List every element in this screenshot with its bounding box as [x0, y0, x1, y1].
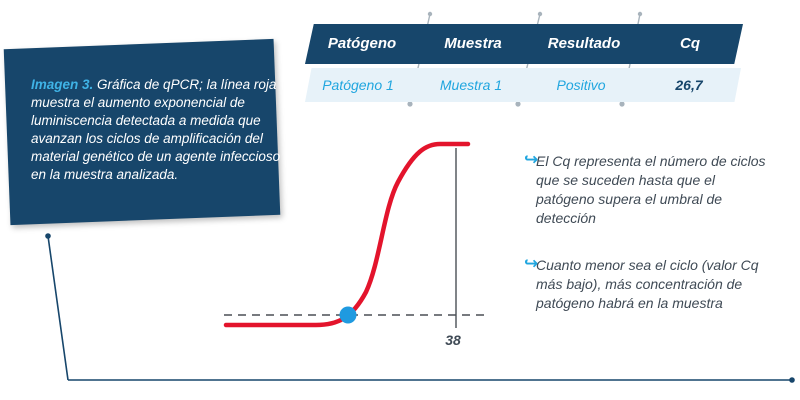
note-cq-concentration: Cuanto menor sea el ciclo (valor Cq más … — [536, 257, 759, 311]
table-row — [305, 68, 741, 102]
figure-caption-text: Gráfica de qPCR; la línea roja muestra e… — [31, 77, 281, 182]
figure-caption: Imagen 3. Gráfica de qPCR; la línea roja… — [31, 76, 281, 184]
header-cq: Cq — [680, 35, 700, 52]
table-header — [305, 24, 743, 64]
cell-cq-value: 26,7 — [675, 77, 703, 93]
threshold-crossing-point — [339, 306, 357, 324]
figure-label: Imagen 3. — [31, 77, 94, 92]
frame-line — [47, 235, 792, 381]
amplification-curve — [223, 141, 471, 328]
arrow-icon: ↪ — [524, 150, 539, 169]
arrow-icon: ↪ — [524, 254, 539, 273]
cycle-tick-label: 38 — [445, 332, 461, 348]
note-cq-definition: El Cq representa el número de ciclos que… — [536, 153, 766, 226]
cell-patogeno: Patógeno 1 — [322, 77, 394, 93]
header-patogeno: Patógeno — [327, 35, 397, 52]
header-muestra: Muestra — [444, 35, 502, 52]
header-resultado: Resultado — [547, 35, 621, 52]
cell-muestra: Muestra 1 — [439, 77, 503, 93]
cell-resultado: Positivo — [556, 77, 606, 93]
